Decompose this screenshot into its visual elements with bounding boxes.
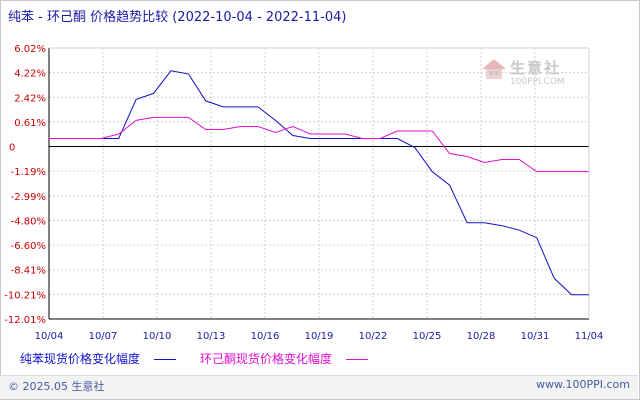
y-tick-label: 6.02% (14, 44, 46, 55)
x-tick-label: 10/22 (359, 331, 388, 342)
y-tick-label: 0 (9, 143, 15, 154)
x-tick-label: 10/25 (413, 331, 442, 342)
legend-label-cyclohexanone: 环己酮现货价格变化幅度 (200, 352, 333, 366)
y-tick-label: -6.60% (11, 241, 46, 252)
y-tick-label: 0.61% (14, 118, 46, 129)
legend-swatch-cyclohexanone (345, 359, 368, 360)
watermark-site: 100PPI.COM (510, 77, 565, 87)
legend-label-benzene: 纯苯现货价格变化幅度 (20, 352, 141, 366)
chart-title-main: 纯苯 - 环己酮 价格趋势比较 (8, 10, 169, 25)
legend-item-benzene: 纯苯现货价格变化幅度 (20, 350, 176, 367)
x-tick-label: 10/19 (305, 331, 334, 342)
chart-title-range: (2022-10-04 - 2022-11-04) (172, 10, 347, 25)
legend-item-cyclohexanone: 环己酮现货价格变化幅度 (200, 350, 368, 367)
x-tick-label: 10/28 (467, 331, 496, 342)
y-tick-label: -4.80% (11, 216, 46, 227)
y-tick-label: -2.99% (11, 192, 46, 203)
x-tick-label: 10/16 (251, 331, 280, 342)
chart-title: 纯苯 - 环己酮 价格趋势比较 (2022-10-04 - 2022-11-04… (8, 6, 346, 25)
y-tick-label: -10.21% (4, 290, 46, 301)
footer-copyright: © 2025.05 生意社 (8, 380, 105, 393)
y-tick-label: -1.19% (11, 167, 46, 178)
x-tick-label: 10/07 (89, 331, 118, 342)
legend-swatch-benzene (153, 359, 176, 360)
series-line-cyclohexanone (49, 116, 589, 173)
y-tick-label: 4.22% (14, 69, 46, 80)
y-tick-label: 2.42% (14, 93, 46, 104)
x-tick-label: 10/04 (35, 331, 64, 342)
footer-bar (0, 375, 638, 399)
x-tick-label: 10/13 (197, 331, 226, 342)
series-line-benzene (49, 70, 589, 296)
x-tick-label: 11/04 (575, 331, 604, 342)
footer-site-link[interactable]: www.100PPI.com (536, 378, 630, 391)
y-tick-label: -8.41% (11, 266, 46, 277)
y-tick-label: -12.01% (4, 315, 46, 326)
x-tick-label: 10/10 (143, 331, 172, 342)
x-tick-label: 10/31 (521, 331, 550, 342)
